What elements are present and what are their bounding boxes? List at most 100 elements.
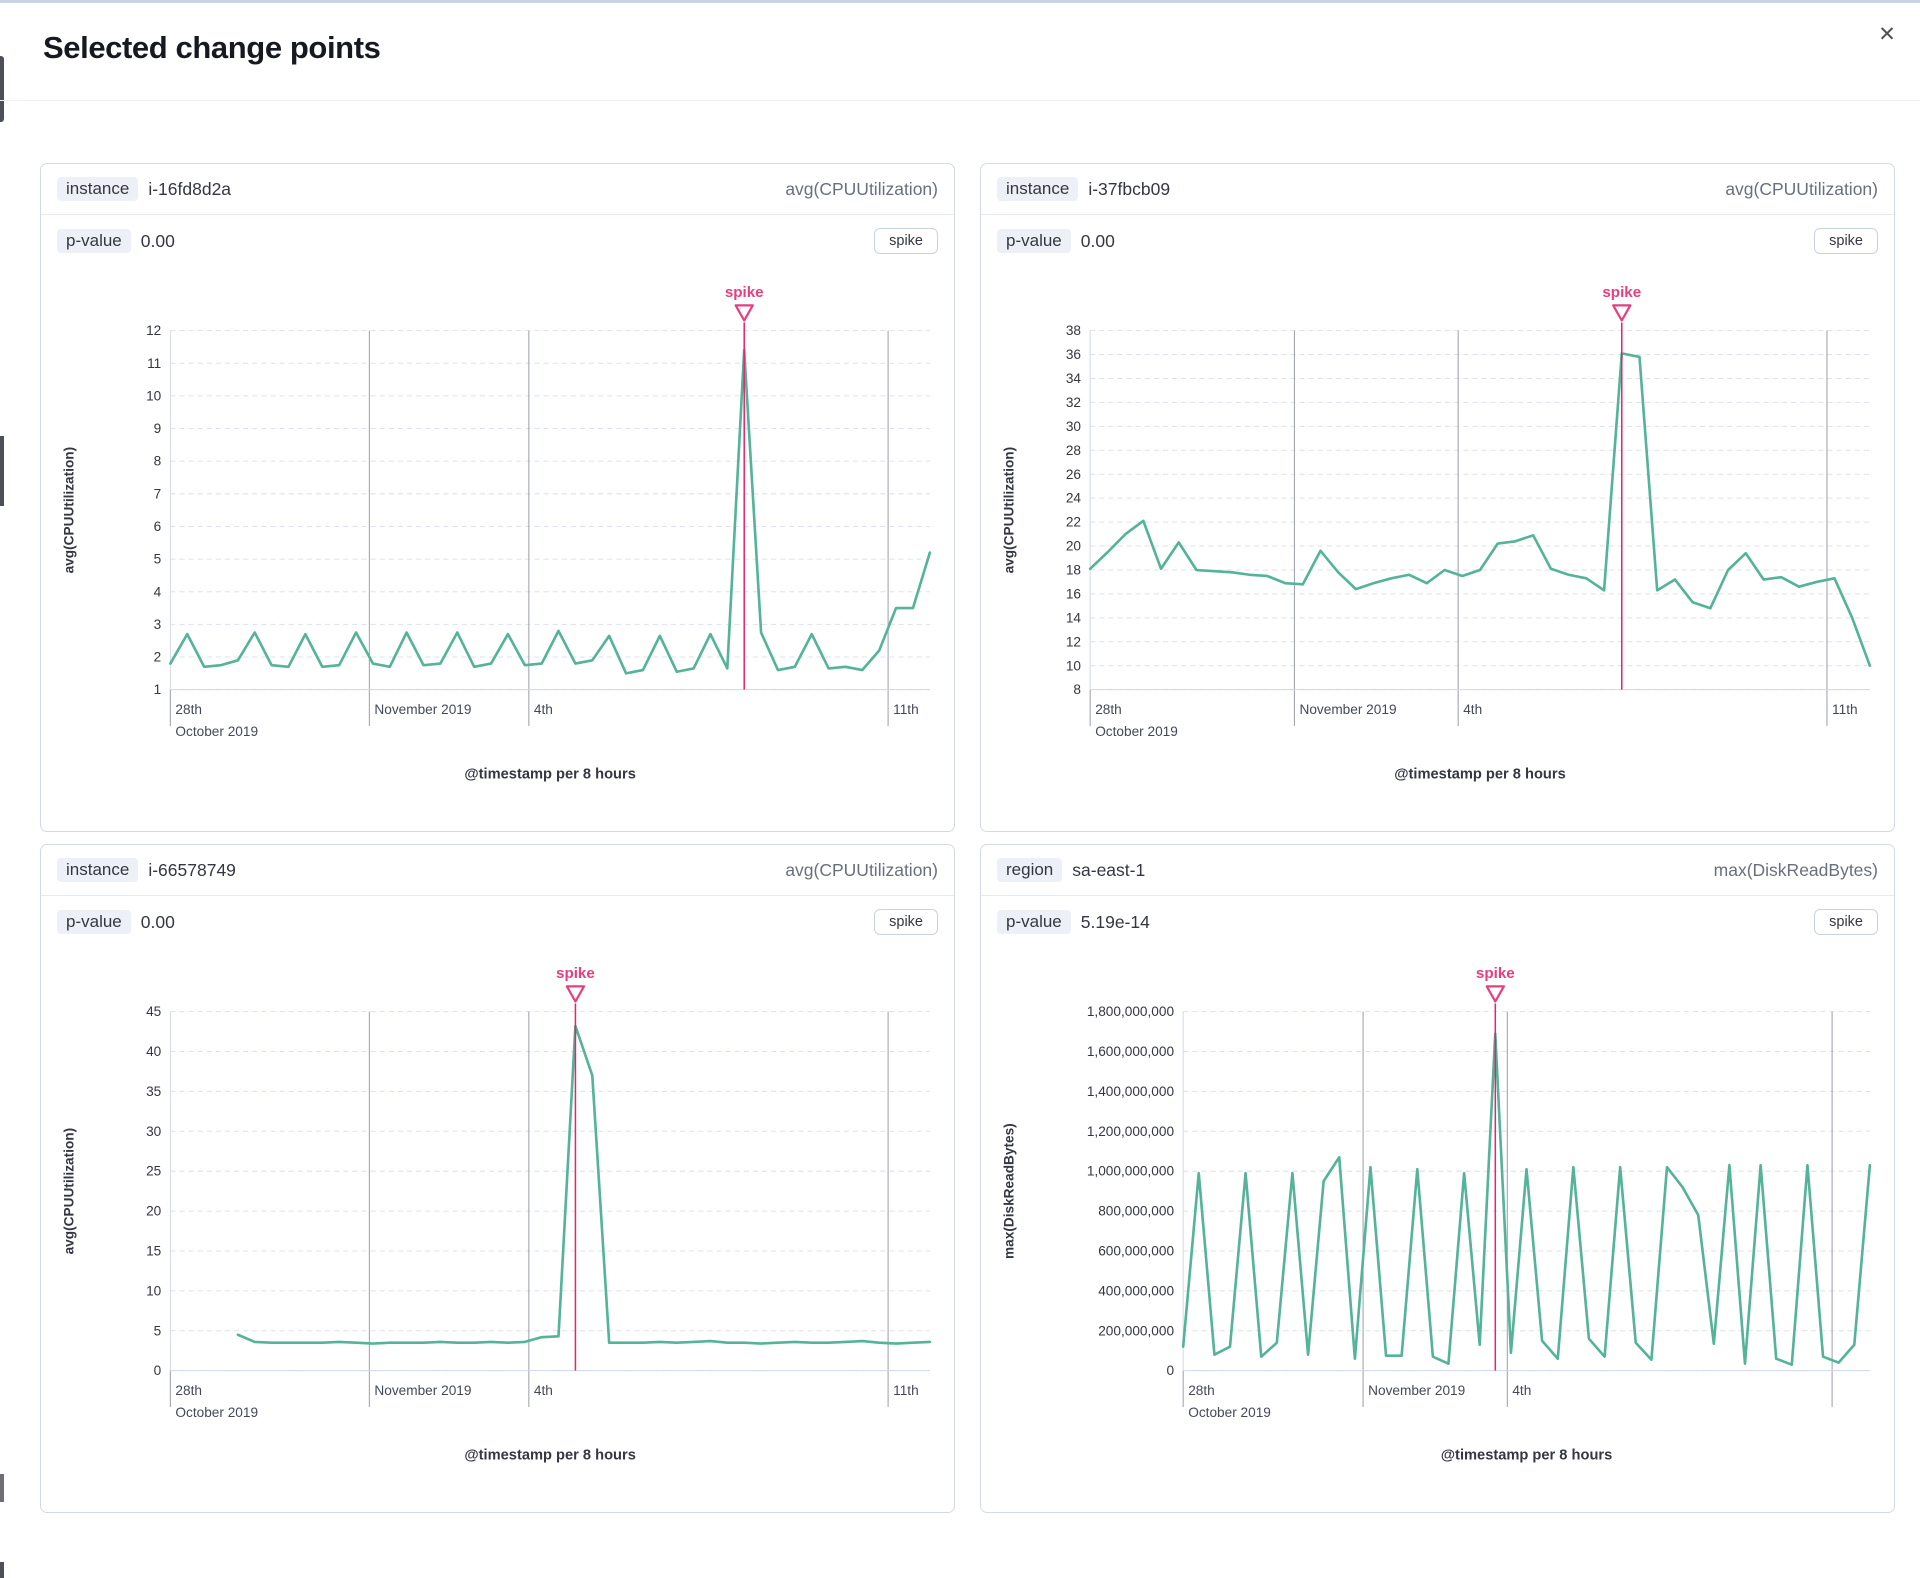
- spike-annotation-label: spike: [556, 965, 595, 982]
- p-value-text: 0.00: [1080, 230, 1115, 251]
- change-point-type-button[interactable]: spike: [874, 228, 938, 254]
- series-line: [1088, 352, 1872, 667]
- svg-text:600,000,000: 600,000,000: [1098, 1244, 1174, 1259]
- p-value-text: 5.19e-14: [1080, 911, 1150, 932]
- svg-text:26: 26: [1066, 467, 1081, 482]
- svg-text:30: 30: [1066, 419, 1082, 434]
- svg-text:1,600,000,000: 1,600,000,000: [1087, 1044, 1175, 1059]
- chart-area: 0 5 10 15 20 25 30 35 40 45 28th October 2019 Novemb…: [41, 948, 954, 1512]
- change-point-panel: region sa-east-1 max(DiskReadBytes) p-va…: [980, 844, 1895, 1514]
- svg-text:35: 35: [146, 1084, 162, 1099]
- svg-text:18: 18: [1066, 563, 1081, 578]
- svg-text:20: 20: [146, 1204, 162, 1219]
- series-line: [169, 348, 932, 675]
- svg-text:16: 16: [1066, 586, 1081, 601]
- page-title: Selected change points: [43, 30, 381, 65]
- p-value-badge: p-value: [57, 229, 131, 253]
- background-page-fragment: [0, 1474, 4, 1502]
- svg-text:6: 6: [154, 519, 162, 534]
- svg-text:1: 1: [154, 682, 162, 697]
- p-value-text: 0.00: [140, 230, 175, 251]
- svg-text:November 2019: November 2019: [1299, 702, 1396, 717]
- panel-pvalue-row: p-value 0.00 spike: [981, 215, 1894, 267]
- svg-text:22: 22: [1066, 515, 1081, 530]
- spike-marker-icon: [734, 304, 754, 322]
- chart-area: 1 2 3 4 5 6 7 8 9 10 11 12 28th October 2019 November …: [41, 267, 954, 831]
- svg-text:2: 2: [154, 650, 162, 665]
- svg-text:4th: 4th: [1512, 1383, 1531, 1398]
- svg-text:4: 4: [154, 584, 162, 599]
- panel-header-row: instance i-66578749 avg(CPUUtilization): [41, 845, 954, 897]
- spike-marker-icon: [565, 985, 586, 1003]
- svg-text:4th: 4th: [534, 1383, 553, 1398]
- svg-text:10: 10: [146, 1283, 162, 1298]
- svg-text:12: 12: [1066, 634, 1081, 649]
- x-axis-title: @timestamp per 8 hours: [1441, 1448, 1612, 1464]
- panel-header-row: instance i-37fbcb09 avg(CPUUtilization): [981, 164, 1894, 215]
- svg-text:400,000,000: 400,000,000: [1098, 1283, 1174, 1298]
- svg-text:10: 10: [146, 388, 162, 403]
- svg-text:5: 5: [154, 1323, 162, 1338]
- split-field-badge: instance: [57, 177, 139, 201]
- change-point-type-button[interactable]: spike: [1814, 228, 1878, 254]
- svg-text:October 2019: October 2019: [1188, 1405, 1271, 1420]
- p-value-badge: p-value: [997, 910, 1071, 935]
- metric-label: avg(CPUUtilization): [1725, 178, 1878, 199]
- svg-text:11th: 11th: [1832, 702, 1858, 717]
- svg-text:0: 0: [1166, 1363, 1174, 1378]
- x-axis-title: @timestamp per 8 hours: [464, 1448, 635, 1464]
- svg-text:8: 8: [154, 454, 162, 469]
- y-axis-title: avg(CPUUtilization): [61, 1128, 76, 1255]
- split-field-value: sa-east-1: [1072, 859, 1146, 880]
- svg-text:28th: 28th: [1095, 702, 1122, 717]
- svg-text:October 2019: October 2019: [1095, 724, 1178, 739]
- chart-canvas: 0 200,000,000 400,000,000 600,000,000 800,00…: [1001, 965, 1872, 1464]
- svg-text:7: 7: [154, 486, 162, 501]
- panel-pvalue-row: p-value 5.19e-14 spike: [981, 896, 1894, 948]
- panel-pvalue-row: p-value 0.00 spike: [41, 215, 954, 267]
- change-point-type-button[interactable]: spike: [874, 909, 938, 936]
- split-field-badge: instance: [997, 177, 1079, 201]
- y-axis-title: max(DiskReadBytes): [1001, 1123, 1016, 1259]
- y-axis-title: avg(CPUUtilization): [1001, 447, 1016, 574]
- svg-text:24: 24: [1066, 491, 1082, 506]
- svg-text:November 2019: November 2019: [374, 702, 471, 717]
- spike-annotation-label: spike: [725, 284, 764, 301]
- p-value-badge: p-value: [57, 910, 131, 935]
- svg-text:12: 12: [146, 323, 161, 338]
- svg-text:28: 28: [1066, 443, 1081, 458]
- page-top-strip: [0, 0, 1920, 3]
- svg-text:34: 34: [1066, 371, 1082, 386]
- svg-text:11: 11: [147, 356, 161, 371]
- svg-text:40: 40: [146, 1044, 162, 1059]
- svg-text:28th: 28th: [175, 702, 202, 717]
- svg-text:14: 14: [1066, 610, 1082, 625]
- y-axis-title: avg(CPUUtilization): [61, 447, 76, 574]
- svg-text:9: 9: [154, 421, 162, 436]
- series-line: [1181, 1032, 1872, 1367]
- p-value-text: 0.00: [140, 911, 175, 932]
- panels-grid: instance i-16fd8d2a avg(CPUUtilization) …: [40, 163, 1895, 1514]
- svg-text:38: 38: [1066, 323, 1081, 338]
- svg-text:11th: 11th: [893, 702, 919, 717]
- change-point-type-button[interactable]: spike: [1814, 909, 1878, 936]
- svg-text:4th: 4th: [1463, 702, 1482, 717]
- split-field-badge: region: [997, 858, 1063, 883]
- spike-marker-icon: [1485, 985, 1506, 1003]
- svg-text:November 2019: November 2019: [374, 1383, 471, 1398]
- background-page-fragment: [0, 56, 4, 122]
- panel-header-row: instance i-16fd8d2a avg(CPUUtilization): [41, 164, 954, 215]
- chart-area: 8 10 12 14 16 18 20 22 24 26 28 30 32 34 36 38 28th Octob…: [981, 267, 1894, 831]
- svg-text:25: 25: [146, 1164, 162, 1179]
- change-point-panel: instance i-66578749 avg(CPUUtilization) …: [40, 844, 955, 1514]
- panel-pvalue-row: p-value 0.00 spike: [41, 896, 954, 948]
- svg-text:4th: 4th: [534, 702, 553, 717]
- split-field-value: i-16fd8d2a: [148, 178, 232, 199]
- close-icon[interactable]: ✕: [1870, 18, 1904, 52]
- svg-text:1,400,000,000: 1,400,000,000: [1087, 1084, 1175, 1099]
- svg-text:October 2019: October 2019: [175, 1405, 258, 1420]
- metric-label: avg(CPUUtilization): [785, 178, 938, 199]
- svg-text:November 2019: November 2019: [1368, 1383, 1465, 1398]
- svg-text:36: 36: [1066, 347, 1081, 362]
- svg-text:45: 45: [146, 1004, 162, 1019]
